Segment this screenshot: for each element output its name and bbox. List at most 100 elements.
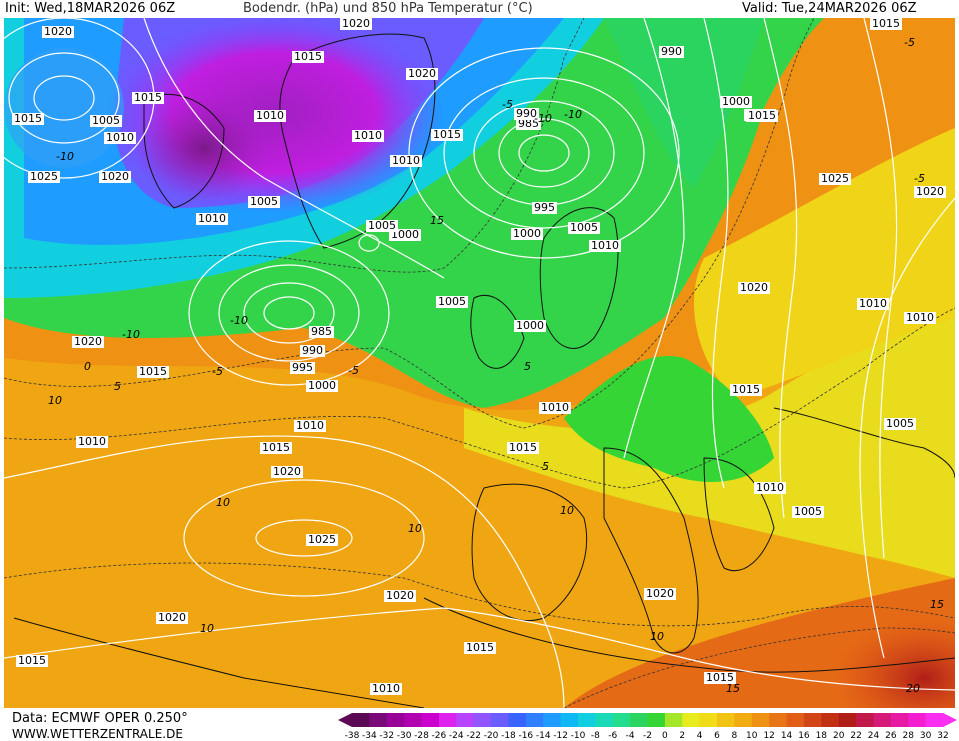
temperature-label: 10 <box>560 504 574 517</box>
weather-map: 1020 1015 1020 1015 1005 1010 1025 1020 … <box>4 18 955 708</box>
scale-swatch <box>821 713 840 727</box>
scale-swatch <box>751 713 770 727</box>
scale-swatch <box>577 713 596 727</box>
scale-swatch <box>595 713 614 727</box>
pressure-label: 1020 <box>914 185 946 198</box>
pressure-label: 1000 <box>306 379 338 392</box>
scale-tick-label: 28 <box>902 731 914 741</box>
green-north <box>604 18 764 188</box>
scale-tick-label: 16 <box>798 731 810 741</box>
scale-swatch <box>421 713 440 727</box>
yellow-east <box>694 128 955 398</box>
deep-cold-core <box>134 93 274 203</box>
scale-tick-label: 32 <box>937 731 949 741</box>
scale-tick-label: 14 <box>780 731 793 741</box>
pressure-label: 1010 <box>294 419 326 432</box>
temperature-label: 10 <box>408 522 422 535</box>
pressure-label: 1005 <box>792 505 824 518</box>
pressure-label: 1015 <box>132 91 164 104</box>
scale-swatch <box>856 713 874 727</box>
temperature-label: -10 <box>564 108 582 121</box>
scale-tick-label: 20 <box>832 731 845 741</box>
temperature-label: 15 <box>430 214 444 227</box>
temperature-label: 5 <box>542 460 549 473</box>
scale-swatch <box>647 713 666 727</box>
scale-arrow-left <box>338 713 352 727</box>
scale-swatch <box>908 713 927 727</box>
pressure-label: 1020 <box>42 25 74 38</box>
color-scale: -38 -34 -32 -30 -28 -26 -24 -22 -20 -18 -16 -14 -12-… <box>338 712 957 741</box>
scale-arrow-right <box>943 713 957 727</box>
green-zone <box>4 18 824 408</box>
temperature-label: -5 <box>502 98 513 111</box>
scale-swatch <box>769 713 788 727</box>
pressure-label: 1010 <box>857 297 889 310</box>
pressure-label: 1020 <box>340 18 372 30</box>
temperature-label: -10 <box>122 328 140 341</box>
pressure-label: 1005 <box>884 417 916 430</box>
scale-swatch <box>473 713 492 727</box>
pressure-label: 990 <box>300 344 325 357</box>
temperature-label: -10 <box>230 314 248 327</box>
warm-zone <box>4 248 955 708</box>
temperature-label: 20 <box>906 682 920 695</box>
scale-tick-label: 30 <box>919 731 932 741</box>
pressure-label: 1025 <box>819 172 851 185</box>
map-title: Bodendr. (hPa) und 850 hPa Temperatur (°… <box>243 1 533 16</box>
pressure-label: 1015 <box>464 641 496 654</box>
pressure-label: 1010 <box>754 481 786 494</box>
scale-tick-label: 6 <box>714 731 720 741</box>
temperature-label: -10 <box>534 112 552 125</box>
pressure-label: 1010 <box>104 131 136 144</box>
pressure-label: 1015 <box>730 383 762 396</box>
pressure-label: 1010 <box>904 311 936 324</box>
pressure-label: 1010 <box>196 212 228 225</box>
pressure-label: 1005 <box>90 114 122 127</box>
pressure-label: 1005 <box>436 295 468 308</box>
scale-swatch <box>803 713 822 727</box>
scale-swatch <box>508 713 527 727</box>
temperature-label: 10 <box>200 622 214 635</box>
scale-tick-label: -2 <box>643 731 652 741</box>
scale-swatch <box>560 713 579 727</box>
header-bar: Init: Wed,18MAR2026 06Z Bodendr. (hPa) u… <box>0 0 959 18</box>
temperature-label: 15 <box>930 598 944 611</box>
scale-swatch <box>890 713 909 727</box>
scale-swatch <box>734 713 753 727</box>
scale-tick-label: 8 <box>731 731 738 741</box>
pressure-label: 1005 <box>248 195 280 208</box>
scale-tick-label: -6 <box>608 731 618 741</box>
pressure-label: 985 <box>309 325 334 338</box>
pressure-label: 1015 <box>431 128 463 141</box>
scale-tick-label: -4 <box>625 731 635 741</box>
temperature-label: 5 <box>524 360 531 373</box>
scale-tick-label: -24 <box>448 731 464 741</box>
pressure-label: 1015 <box>137 365 169 378</box>
pressure-label: 1010 <box>352 129 384 142</box>
temperature-label: -10 <box>56 150 74 163</box>
pressure-label: 995 <box>532 201 557 214</box>
temperature-label: -5 <box>348 364 359 377</box>
pressure-label: 1010 <box>254 109 286 122</box>
scale-swatch <box>438 713 457 727</box>
scale-tick-label: -38 <box>344 731 360 741</box>
pressure-label: 990 <box>514 107 539 120</box>
scale-swatch <box>717 713 735 727</box>
scale-swatch <box>699 713 718 727</box>
scale-tick-label: -14 <box>535 731 551 741</box>
pressure-label: 1020 <box>156 611 188 624</box>
scale-tick-label: -8 <box>590 731 600 741</box>
data-source: Data: ECMWF OPER 0.250° <box>12 711 188 726</box>
pressure-label: 1015 <box>260 441 292 454</box>
temperature-label: -5 <box>904 36 915 49</box>
pressure-label: 1010 <box>589 239 621 252</box>
pressure-label: 1010 <box>370 682 402 695</box>
scale-swatch <box>456 713 475 727</box>
scale-tick-label: -26 <box>431 731 447 741</box>
scale-tick-label: 26 <box>885 731 897 741</box>
scale-swatch <box>664 713 683 727</box>
green-centraleurope <box>564 356 774 482</box>
pressure-label: 1015 <box>746 109 778 122</box>
temperature-label: -5 <box>914 172 925 185</box>
pressure-label: 1010 <box>539 401 571 414</box>
